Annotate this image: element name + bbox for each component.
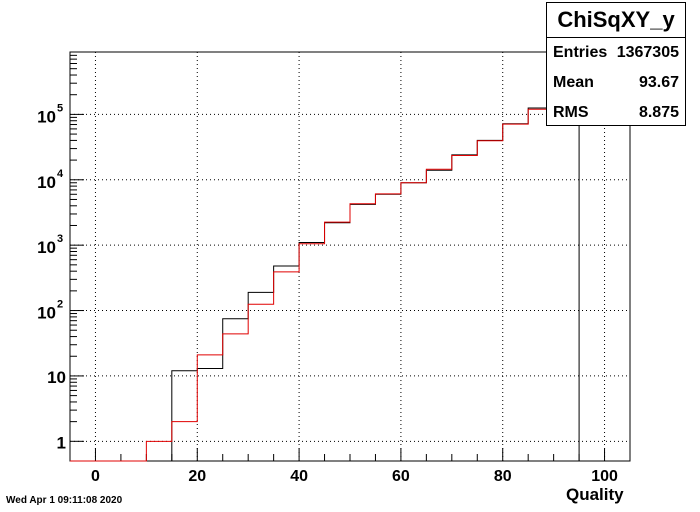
x-tick-label: 20 bbox=[188, 468, 206, 485]
histogram-series-0 bbox=[70, 92, 630, 462]
x-axis-label: Quality bbox=[566, 485, 624, 504]
stats-label: Entries bbox=[553, 44, 608, 61]
y-tick-exponent: 5 bbox=[57, 102, 63, 114]
y-tick-exponent: 3 bbox=[57, 233, 63, 245]
x-tick-label: 100 bbox=[591, 468, 618, 485]
y-tick-label: 10 bbox=[37, 173, 56, 192]
stats-row-rms: RMS 8.875 bbox=[547, 98, 685, 128]
y-tick-label: 10 bbox=[37, 304, 56, 323]
x-tick-label: 40 bbox=[290, 468, 308, 485]
stats-title: ChiSqXY_y bbox=[547, 3, 685, 38]
stats-value: 8.875 bbox=[638, 104, 679, 121]
stats-row-mean: Mean 93.67 bbox=[547, 68, 685, 98]
y-tick-label: 10 bbox=[47, 368, 66, 387]
stats-box: ChiSqXY_y Entries 1367305 Mean 93.67 RMS… bbox=[546, 2, 686, 126]
stats-value: 1367305 bbox=[616, 44, 679, 61]
y-tick-label: 10 bbox=[37, 238, 56, 257]
timestamp-footer: Wed Apr 1 09:11:08 2020 bbox=[6, 495, 123, 506]
y-tick-label: 1 bbox=[57, 433, 66, 452]
stats-value: 93.67 bbox=[638, 74, 679, 91]
histogram-series-1 bbox=[70, 69, 630, 462]
y-tick-exponent: 4 bbox=[57, 168, 64, 180]
stats-row-entries: Entries 1367305 bbox=[547, 38, 685, 68]
stats-label: RMS bbox=[553, 104, 589, 121]
y-tick-exponent: 2 bbox=[57, 299, 63, 311]
x-tick-label: 60 bbox=[392, 468, 410, 485]
x-tick-label: 0 bbox=[91, 468, 100, 485]
x-tick-label: 80 bbox=[494, 468, 512, 485]
stats-label: Mean bbox=[553, 74, 594, 91]
y-tick-label: 10 bbox=[37, 107, 56, 126]
